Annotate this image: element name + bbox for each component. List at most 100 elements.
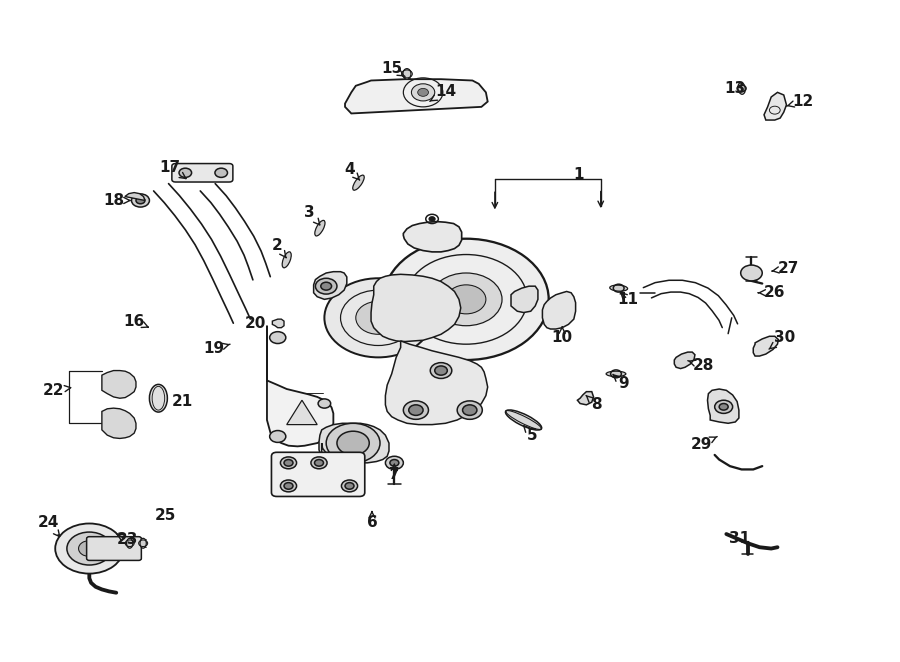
Circle shape bbox=[390, 459, 399, 466]
Polygon shape bbox=[345, 79, 488, 113]
Text: 26: 26 bbox=[759, 285, 786, 301]
Polygon shape bbox=[403, 222, 462, 252]
Text: 11: 11 bbox=[617, 292, 638, 307]
Circle shape bbox=[179, 168, 192, 177]
Circle shape bbox=[310, 457, 327, 469]
Polygon shape bbox=[102, 371, 136, 399]
Circle shape bbox=[409, 405, 423, 415]
FancyBboxPatch shape bbox=[272, 452, 365, 496]
Circle shape bbox=[315, 278, 337, 294]
Polygon shape bbox=[753, 336, 778, 356]
Polygon shape bbox=[125, 193, 145, 201]
Text: 24: 24 bbox=[38, 514, 59, 537]
Circle shape bbox=[270, 332, 286, 344]
Circle shape bbox=[131, 194, 149, 207]
Polygon shape bbox=[273, 319, 284, 328]
Circle shape bbox=[741, 265, 762, 281]
Circle shape bbox=[341, 480, 357, 492]
Ellipse shape bbox=[283, 252, 292, 268]
Circle shape bbox=[324, 278, 432, 357]
Polygon shape bbox=[543, 291, 576, 329]
Text: 10: 10 bbox=[552, 327, 572, 345]
Ellipse shape bbox=[609, 285, 627, 291]
Polygon shape bbox=[707, 389, 739, 423]
Circle shape bbox=[403, 401, 428, 419]
Circle shape bbox=[281, 480, 297, 492]
Text: 16: 16 bbox=[123, 314, 148, 328]
Circle shape bbox=[215, 168, 228, 177]
Ellipse shape bbox=[127, 538, 133, 548]
Text: 27: 27 bbox=[772, 261, 799, 276]
Polygon shape bbox=[674, 352, 695, 369]
Text: 31: 31 bbox=[729, 531, 751, 546]
Polygon shape bbox=[319, 423, 389, 463]
Circle shape bbox=[457, 401, 482, 419]
Text: 12: 12 bbox=[787, 94, 814, 109]
Ellipse shape bbox=[315, 220, 325, 236]
Polygon shape bbox=[313, 271, 346, 299]
Polygon shape bbox=[102, 408, 136, 438]
Text: 18: 18 bbox=[103, 193, 130, 208]
Polygon shape bbox=[511, 286, 538, 312]
Ellipse shape bbox=[149, 385, 167, 412]
Ellipse shape bbox=[738, 83, 745, 94]
Circle shape bbox=[356, 301, 400, 334]
Circle shape bbox=[715, 401, 733, 413]
Circle shape bbox=[383, 239, 549, 360]
Circle shape bbox=[67, 532, 112, 565]
Circle shape bbox=[284, 459, 293, 466]
Polygon shape bbox=[764, 93, 787, 120]
Text: 20: 20 bbox=[245, 316, 266, 330]
Text: 29: 29 bbox=[690, 436, 717, 452]
Circle shape bbox=[281, 457, 297, 469]
Polygon shape bbox=[287, 401, 317, 424]
Text: 9: 9 bbox=[613, 374, 628, 391]
Circle shape bbox=[345, 483, 354, 489]
Circle shape bbox=[284, 483, 293, 489]
Circle shape bbox=[314, 459, 323, 466]
Text: 30: 30 bbox=[769, 330, 796, 349]
Polygon shape bbox=[371, 274, 461, 342]
Text: 6: 6 bbox=[366, 512, 377, 530]
Text: 23: 23 bbox=[116, 532, 138, 547]
Text: 22: 22 bbox=[42, 383, 71, 398]
Circle shape bbox=[411, 84, 435, 101]
Text: 25: 25 bbox=[155, 508, 176, 523]
Text: 19: 19 bbox=[203, 342, 230, 356]
Circle shape bbox=[326, 423, 380, 463]
Text: 17: 17 bbox=[159, 160, 186, 179]
Circle shape bbox=[430, 273, 502, 326]
Text: 8: 8 bbox=[586, 395, 601, 412]
Text: 5: 5 bbox=[524, 426, 538, 443]
Ellipse shape bbox=[403, 69, 411, 79]
Text: 14: 14 bbox=[430, 84, 456, 101]
Circle shape bbox=[719, 404, 728, 410]
Polygon shape bbox=[385, 341, 488, 424]
Circle shape bbox=[463, 405, 477, 415]
Text: 28: 28 bbox=[688, 358, 715, 373]
Circle shape bbox=[55, 524, 123, 573]
Ellipse shape bbox=[606, 371, 626, 377]
Circle shape bbox=[385, 456, 403, 469]
Ellipse shape bbox=[140, 538, 147, 548]
Ellipse shape bbox=[353, 175, 364, 190]
Circle shape bbox=[320, 282, 331, 290]
Circle shape bbox=[446, 285, 486, 314]
Text: 2: 2 bbox=[272, 238, 286, 258]
Circle shape bbox=[337, 431, 369, 455]
Text: 7: 7 bbox=[389, 464, 400, 482]
Circle shape bbox=[318, 399, 330, 408]
Text: 3: 3 bbox=[304, 205, 320, 225]
Polygon shape bbox=[267, 326, 333, 446]
Circle shape bbox=[418, 89, 428, 96]
FancyBboxPatch shape bbox=[86, 537, 141, 561]
Text: 13: 13 bbox=[724, 81, 745, 96]
Circle shape bbox=[270, 430, 286, 442]
Text: 15: 15 bbox=[381, 61, 405, 77]
FancyBboxPatch shape bbox=[172, 164, 233, 182]
Text: 1: 1 bbox=[573, 167, 583, 181]
Circle shape bbox=[435, 366, 447, 375]
Ellipse shape bbox=[506, 410, 542, 430]
Text: 4: 4 bbox=[344, 162, 360, 180]
Circle shape bbox=[78, 541, 100, 557]
